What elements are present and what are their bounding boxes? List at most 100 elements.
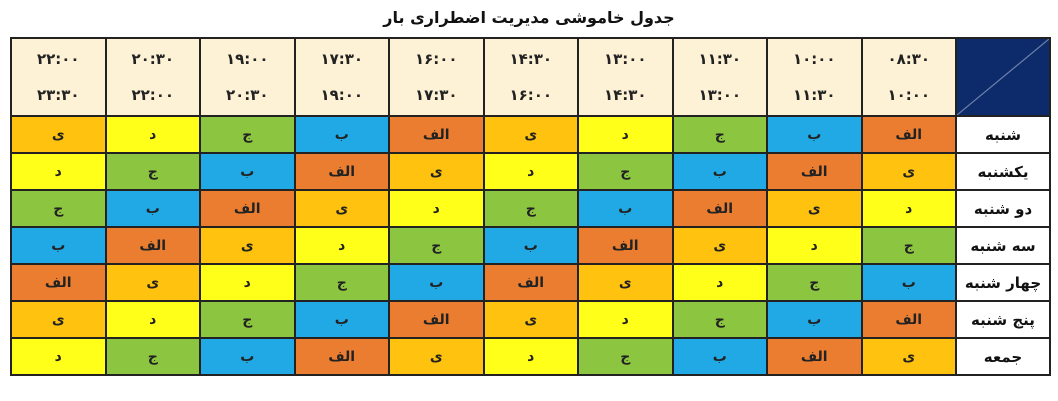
group-cell: ی: [766, 189, 863, 228]
group-cell: الف: [577, 226, 674, 265]
time-to: ۱۱:۳۰: [792, 86, 836, 104]
corner-cell: [955, 37, 1051, 117]
group-cell: ج: [671, 300, 768, 339]
day-label: سه شنبه: [955, 226, 1051, 265]
group-cell: الف: [766, 337, 863, 376]
day-label: شنبه: [955, 115, 1051, 154]
time-to: ۱۴:۳۰: [603, 86, 647, 104]
group-cell: ب: [199, 152, 296, 191]
group-cell: ب: [104, 189, 201, 228]
time-slot-header: ۱۳:۰۰ ۱۴:۳۰: [577, 37, 674, 117]
group-cell: ب: [293, 115, 390, 154]
group-cell: ج: [671, 115, 768, 154]
group-cell: ج: [766, 263, 863, 302]
group-cell: د: [199, 263, 296, 302]
group-cell: ی: [293, 189, 390, 228]
day-label: چهار شنبه: [955, 263, 1051, 302]
group-cell: د: [388, 189, 485, 228]
group-cell: ی: [10, 115, 107, 154]
group-cell: ج: [104, 337, 201, 376]
time-from: ۱۱:۳۰: [698, 50, 742, 68]
time-slot-header: ۲۲:۰۰ ۲۳:۳۰: [10, 37, 107, 117]
header-row: ۰۸:۳۰ ۱۰:۰۰ ۱۰:۰۰ ۱۱:۳۰ ۱۱:۳۰ ۱۳:۰۰ ۱۳:۰۰ ۱۴:۳۰…: [10, 37, 1051, 117]
time-from: ۰۸:۳۰: [887, 50, 931, 68]
group-cell: د: [10, 152, 107, 191]
group-cell: الف: [860, 300, 957, 339]
group-cell: ب: [577, 189, 674, 228]
time-from: ۱۶:۰۰: [414, 50, 458, 68]
group-cell: ج: [199, 300, 296, 339]
group-cell: ب: [388, 263, 485, 302]
group-cell: ب: [860, 263, 957, 302]
group-cell: الف: [199, 189, 296, 228]
group-cell: ج: [577, 337, 674, 376]
schedule-table: ۰۸:۳۰ ۱۰:۰۰ ۱۰:۰۰ ۱۱:۳۰ ۱۱:۳۰ ۱۳:۰۰ ۱۳:۰۰ ۱۴:۳۰…: [10, 37, 1051, 376]
group-cell: ب: [766, 115, 863, 154]
group-cell: ی: [388, 152, 485, 191]
group-cell: ی: [860, 337, 957, 376]
time-from: ۲۰:۳۰: [131, 50, 175, 68]
page-title: جدول خاموشی مدیریت اضطراری بار: [383, 8, 675, 27]
time-to: ۲۲:۰۰: [131, 86, 175, 104]
table-row: چهار شنبه ب ج د ی الف ب ج د ی الف: [10, 263, 1051, 302]
group-cell: ب: [199, 337, 296, 376]
group-cell: د: [293, 226, 390, 265]
group-cell: د: [766, 226, 863, 265]
time-slot-header: ۱۶:۰۰ ۱۷:۳۰: [388, 37, 485, 117]
group-cell: الف: [860, 115, 957, 154]
time-from: ۱۰:۰۰: [792, 50, 836, 68]
group-cell: الف: [671, 189, 768, 228]
group-cell: د: [860, 189, 957, 228]
table-row: پنج شنبه الف ب ج د ی الف ب ج د ی: [10, 300, 1051, 339]
time-to: ۱۰:۰۰: [887, 86, 931, 104]
group-cell: الف: [482, 263, 579, 302]
table-row: یکشنبه ی الف ب ج د ی الف ب ج د: [10, 152, 1051, 191]
group-cell: د: [577, 300, 674, 339]
table-row: جمعه ی الف ب ج د ی الف ب ج د: [10, 337, 1051, 376]
group-cell: د: [482, 152, 579, 191]
group-cell: ی: [577, 263, 674, 302]
table-row: دو شنبه د ی الف ب ج د ی الف ب ج: [10, 189, 1051, 228]
group-cell: ج: [577, 152, 674, 191]
time-to: ۱۶:۰۰: [509, 86, 553, 104]
time-from: ۱۷:۳۰: [320, 50, 364, 68]
time-slot-header: ۱۱:۳۰ ۱۳:۰۰: [671, 37, 768, 117]
group-cell: ج: [293, 263, 390, 302]
time-from: ۱۳:۰۰: [603, 50, 647, 68]
group-cell: د: [671, 263, 768, 302]
time-slot-header: ۰۸:۳۰ ۱۰:۰۰: [860, 37, 957, 117]
group-cell: ی: [104, 263, 201, 302]
time-to: ۱۷:۳۰: [414, 86, 458, 104]
group-cell: ی: [199, 226, 296, 265]
table-row: شنبه الف ب ج د ی الف ب ج د ی: [10, 115, 1051, 154]
time-from: ۱۴:۳۰: [509, 50, 553, 68]
group-cell: الف: [388, 115, 485, 154]
time-from: ۲۲:۰۰: [36, 50, 80, 68]
group-cell: ی: [482, 300, 579, 339]
group-cell: د: [104, 115, 201, 154]
group-cell: الف: [10, 263, 107, 302]
time-slot-header: ۱۴:۳۰ ۱۶:۰۰: [482, 37, 579, 117]
time-to: ۱۳:۰۰: [698, 86, 742, 104]
group-cell: د: [10, 337, 107, 376]
time-to: ۲۰:۳۰: [225, 86, 269, 104]
day-label: پنج شنبه: [955, 300, 1051, 339]
day-label: جمعه: [955, 337, 1051, 376]
group-cell: ج: [388, 226, 485, 265]
group-cell: ج: [199, 115, 296, 154]
table-row: سه شنبه ج د ی الف ب ج د ی الف ب: [10, 226, 1051, 265]
group-cell: ی: [860, 152, 957, 191]
day-label: یکشنبه: [955, 152, 1051, 191]
group-cell: الف: [388, 300, 485, 339]
group-cell: ی: [671, 226, 768, 265]
group-cell: ب: [482, 226, 579, 265]
group-cell: ی: [10, 300, 107, 339]
group-cell: ج: [104, 152, 201, 191]
group-cell: الف: [104, 226, 201, 265]
group-cell: ب: [671, 337, 768, 376]
time-from: ۱۹:۰۰: [225, 50, 269, 68]
group-cell: الف: [293, 337, 390, 376]
group-cell: الف: [766, 152, 863, 191]
group-cell: ب: [766, 300, 863, 339]
time-slot-header: ۱۷:۳۰ ۱۹:۰۰: [293, 37, 390, 117]
